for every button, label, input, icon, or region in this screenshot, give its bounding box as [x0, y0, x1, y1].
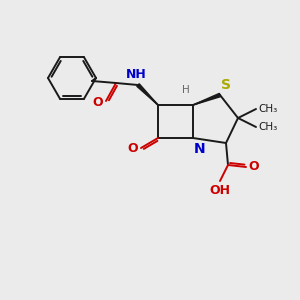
- Text: N: N: [194, 142, 206, 156]
- Text: OH: OH: [209, 184, 230, 197]
- Text: H: H: [182, 85, 190, 95]
- Text: O: O: [248, 160, 259, 173]
- Text: O: O: [92, 95, 103, 109]
- Text: O: O: [128, 142, 138, 155]
- Polygon shape: [137, 84, 158, 105]
- Text: NH: NH: [126, 68, 146, 81]
- Polygon shape: [193, 93, 220, 105]
- Text: CH₃: CH₃: [258, 104, 277, 114]
- Text: S: S: [221, 78, 231, 92]
- Text: CH₃: CH₃: [258, 122, 277, 132]
